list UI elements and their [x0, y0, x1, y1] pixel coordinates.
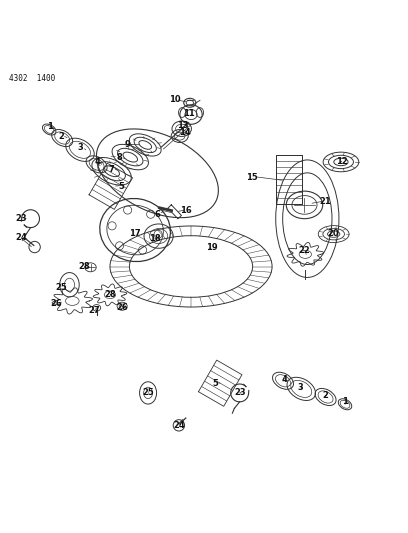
- Bar: [276, 155, 302, 204]
- Text: 24: 24: [174, 421, 186, 430]
- Text: 28: 28: [104, 290, 116, 300]
- Text: 10: 10: [169, 95, 181, 104]
- Text: 3: 3: [78, 143, 84, 152]
- Text: 8: 8: [117, 154, 122, 163]
- Text: 6: 6: [155, 210, 160, 219]
- Text: 5: 5: [118, 182, 124, 191]
- Text: 19: 19: [206, 243, 218, 252]
- Text: 22: 22: [299, 246, 310, 255]
- Text: 14: 14: [179, 128, 191, 138]
- Text: 17: 17: [129, 229, 141, 238]
- Text: 3: 3: [297, 383, 303, 392]
- Text: 9: 9: [124, 140, 130, 149]
- Text: 4302  1400: 4302 1400: [9, 74, 56, 83]
- Text: 21: 21: [319, 197, 330, 206]
- Text: 23: 23: [16, 214, 27, 223]
- Text: 25: 25: [142, 389, 154, 398]
- Text: 5: 5: [213, 379, 218, 387]
- Text: 11: 11: [183, 109, 195, 118]
- Text: 4: 4: [95, 157, 101, 166]
- Text: 23: 23: [235, 389, 246, 398]
- Text: 13: 13: [177, 121, 189, 130]
- Text: 20: 20: [328, 229, 339, 238]
- Text: 1: 1: [47, 122, 53, 131]
- Text: 7: 7: [109, 165, 115, 174]
- Text: 4: 4: [281, 375, 287, 384]
- Text: 2: 2: [323, 391, 328, 400]
- Text: 1: 1: [342, 397, 348, 406]
- Text: 2: 2: [58, 132, 64, 141]
- Text: 28: 28: [79, 262, 90, 271]
- Text: 25: 25: [55, 283, 67, 292]
- Text: 27: 27: [89, 306, 100, 315]
- Text: 15: 15: [246, 173, 258, 182]
- Text: 18: 18: [149, 235, 160, 244]
- Text: 24: 24: [15, 233, 27, 242]
- Text: 26: 26: [50, 300, 62, 308]
- Text: 16: 16: [180, 206, 192, 215]
- Text: 12: 12: [336, 157, 348, 166]
- Text: 26: 26: [116, 303, 128, 311]
